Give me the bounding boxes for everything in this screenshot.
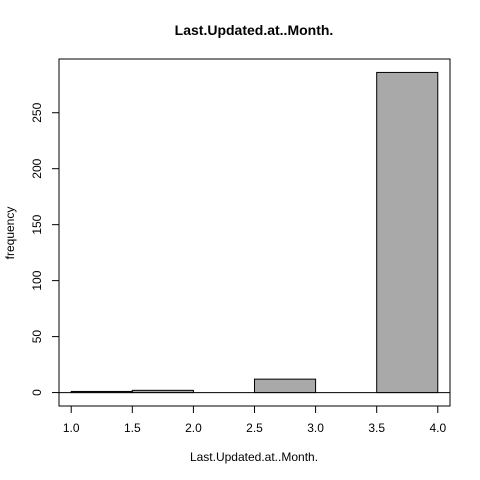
histogram-bar <box>132 390 193 392</box>
histogram-bar <box>255 379 316 392</box>
x-tick-label: 1.0 <box>63 421 80 435</box>
y-tick-label: 250 <box>30 102 44 122</box>
x-axis-label: Last.Updated.at..Month. <box>190 450 318 464</box>
bars-group <box>71 72 438 392</box>
y-axis: 0 50 100 150 200 250 <box>30 102 59 396</box>
y-tick-label: 200 <box>30 158 44 178</box>
x-tick-label: 2.5 <box>246 421 263 435</box>
x-tick-label: 3.0 <box>307 421 324 435</box>
y-tick-label: 150 <box>30 214 44 234</box>
x-axis: 1.0 1.5 2.0 2.5 3.0 3.5 4.0 <box>63 406 447 435</box>
chart-title: Last.Updated.at..Month. <box>175 22 334 38</box>
histogram-bar <box>377 72 438 392</box>
y-axis-label: frequency <box>3 207 17 260</box>
x-tick-label: 1.5 <box>124 421 141 435</box>
y-tick-label: 0 <box>30 389 44 396</box>
x-tick-label: 2.0 <box>185 421 202 435</box>
histogram-bar <box>71 391 132 392</box>
y-tick-label: 50 <box>30 330 44 344</box>
y-tick-label: 100 <box>30 270 44 290</box>
x-tick-label: 3.5 <box>368 421 385 435</box>
x-tick-label: 4.0 <box>429 421 446 435</box>
